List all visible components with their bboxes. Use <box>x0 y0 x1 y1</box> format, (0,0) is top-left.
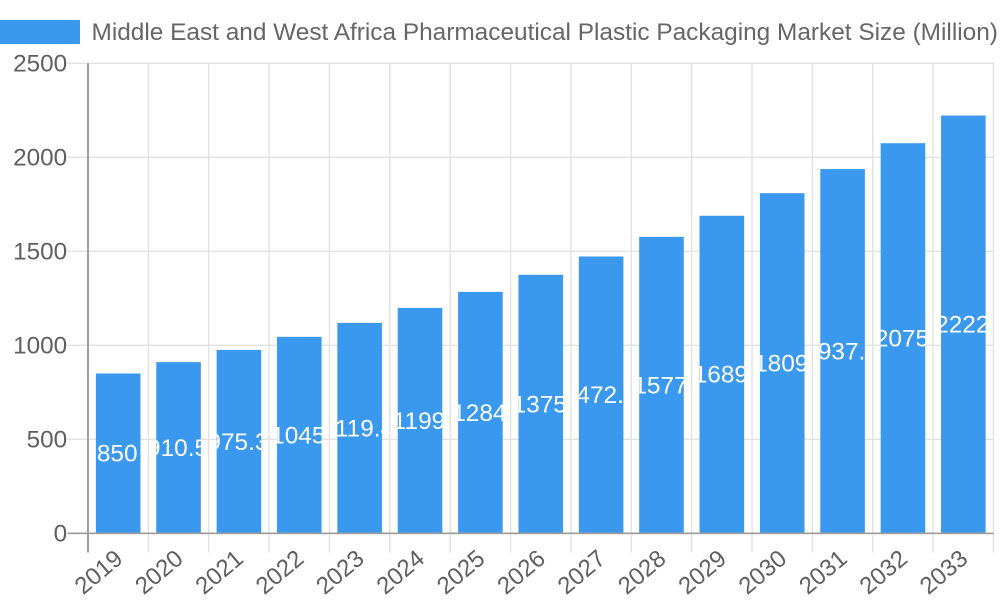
svg-text:850: 850 <box>97 441 138 468</box>
svg-text:1199: 1199 <box>393 408 445 435</box>
svg-text:1577: 1577 <box>633 372 687 399</box>
svg-text:1045: 1045 <box>271 422 325 449</box>
svg-text:2500: 2500 <box>13 50 67 77</box>
svg-text:910.5: 910.5 <box>147 435 208 462</box>
svg-text:1937.5: 1937.5 <box>804 338 879 365</box>
svg-text:1809: 1809 <box>754 350 808 377</box>
svg-text:2000: 2000 <box>13 144 67 171</box>
svg-text:0: 0 <box>54 520 68 547</box>
svg-text:1472.5: 1472.5 <box>563 382 638 409</box>
svg-text:1119.4: 1119.4 <box>323 415 394 442</box>
svg-text:2222: 2222 <box>935 312 989 339</box>
svg-text:1000: 1000 <box>13 332 67 359</box>
svg-text:1500: 1500 <box>13 238 67 265</box>
svg-text:975.3: 975.3 <box>207 429 268 456</box>
svg-text:1284: 1284 <box>452 400 506 427</box>
svg-text:500: 500 <box>27 426 68 453</box>
svg-text:1689: 1689 <box>694 362 748 389</box>
svg-text:1375: 1375 <box>513 391 567 418</box>
svg-text:Middle East and West Africa Ph: Middle East and West Africa Pharmaceutic… <box>92 19 998 46</box>
svg-text:2075: 2075 <box>875 325 929 352</box>
